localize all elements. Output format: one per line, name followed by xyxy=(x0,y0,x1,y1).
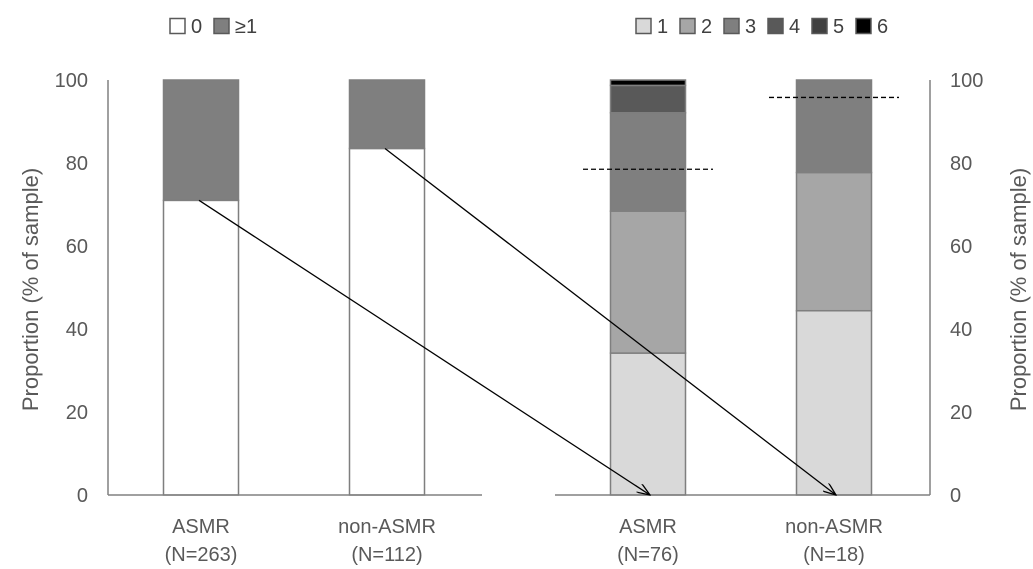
bar-segment-1-2-1 xyxy=(348,147,426,496)
y-tick-label-1-40: 40 xyxy=(66,319,88,341)
y-tick-label-2-60: 60 xyxy=(950,236,972,258)
legend-label-2-3: 3 xyxy=(745,16,756,38)
link-arrow-1 xyxy=(198,199,650,495)
bar-segment-2-1-4 xyxy=(609,84,687,114)
bar-segment-2-1-6 xyxy=(609,79,687,87)
y-tick-label-2-40: 40 xyxy=(950,319,972,341)
y-tick-label-2-80: 80 xyxy=(950,153,972,175)
legend-swatch-2-2 xyxy=(679,17,696,35)
category-label-2-1: ASMR (N=76) xyxy=(617,516,679,566)
bar-segment-1-2-2 xyxy=(348,79,426,150)
legend-swatch-1-1 xyxy=(169,17,186,35)
legend-swatch-1-2 xyxy=(213,17,230,35)
y-tick-label-2-20: 20 xyxy=(950,402,972,424)
bar-segment-2-2-1 xyxy=(795,309,873,496)
y-axis-title-2: Proportion (% of sample) xyxy=(1006,168,1031,411)
legend-swatch-2-1 xyxy=(635,17,652,35)
bar-segment-2-1-2 xyxy=(609,210,687,354)
legend-label-1-2: ≥1 xyxy=(235,16,257,38)
y-tick-label-1-60: 60 xyxy=(66,236,88,258)
legend-2: 1 2 3 4 5 6 xyxy=(635,16,888,38)
legend-swatch-2-6 xyxy=(855,17,872,35)
legend-label-2-2: 2 xyxy=(701,16,712,38)
category-label-1-1: ASMR (N=263) xyxy=(165,516,238,566)
bar-segment-2-1-1 xyxy=(609,352,687,496)
bar-segment-2-2-2 xyxy=(795,171,873,312)
bar-segment-1-1-2 xyxy=(162,79,240,202)
y-tick-label-2-0: 0 xyxy=(950,485,961,507)
legend-label-1-1: 0 xyxy=(191,16,202,38)
y-tick-label-1-20: 20 xyxy=(66,402,88,424)
bar-segment-2-1-3 xyxy=(609,112,687,212)
y-tick-label-2-100: 100 xyxy=(950,70,983,92)
legend-1: 0 ≥1 xyxy=(169,16,257,38)
link-arrow-2 xyxy=(384,147,836,495)
legend-swatch-2-3 xyxy=(723,17,740,35)
legend-label-2-6: 6 xyxy=(877,16,888,38)
legend-label-2-4: 4 xyxy=(789,16,800,38)
y-tick-label-1-0: 0 xyxy=(77,485,88,507)
y-tick-label-1-80: 80 xyxy=(66,153,88,175)
y-axis-title-1: Proportion (% of sample) xyxy=(18,168,43,411)
legend-swatch-2-4 xyxy=(767,17,784,35)
bar-segment-1-1-1 xyxy=(162,199,240,496)
category-label-2-2: non-ASMR (N=18) xyxy=(785,516,883,566)
legend-swatch-2-5 xyxy=(811,17,828,35)
bar-segment-2-2-3 xyxy=(795,79,873,174)
y-tick-label-1-100: 100 xyxy=(55,70,88,92)
legend-label-2-1: 1 xyxy=(657,16,668,38)
legend-label-2-5: 5 xyxy=(833,16,844,38)
category-label-1-2: non-ASMR (N=112) xyxy=(338,516,436,566)
